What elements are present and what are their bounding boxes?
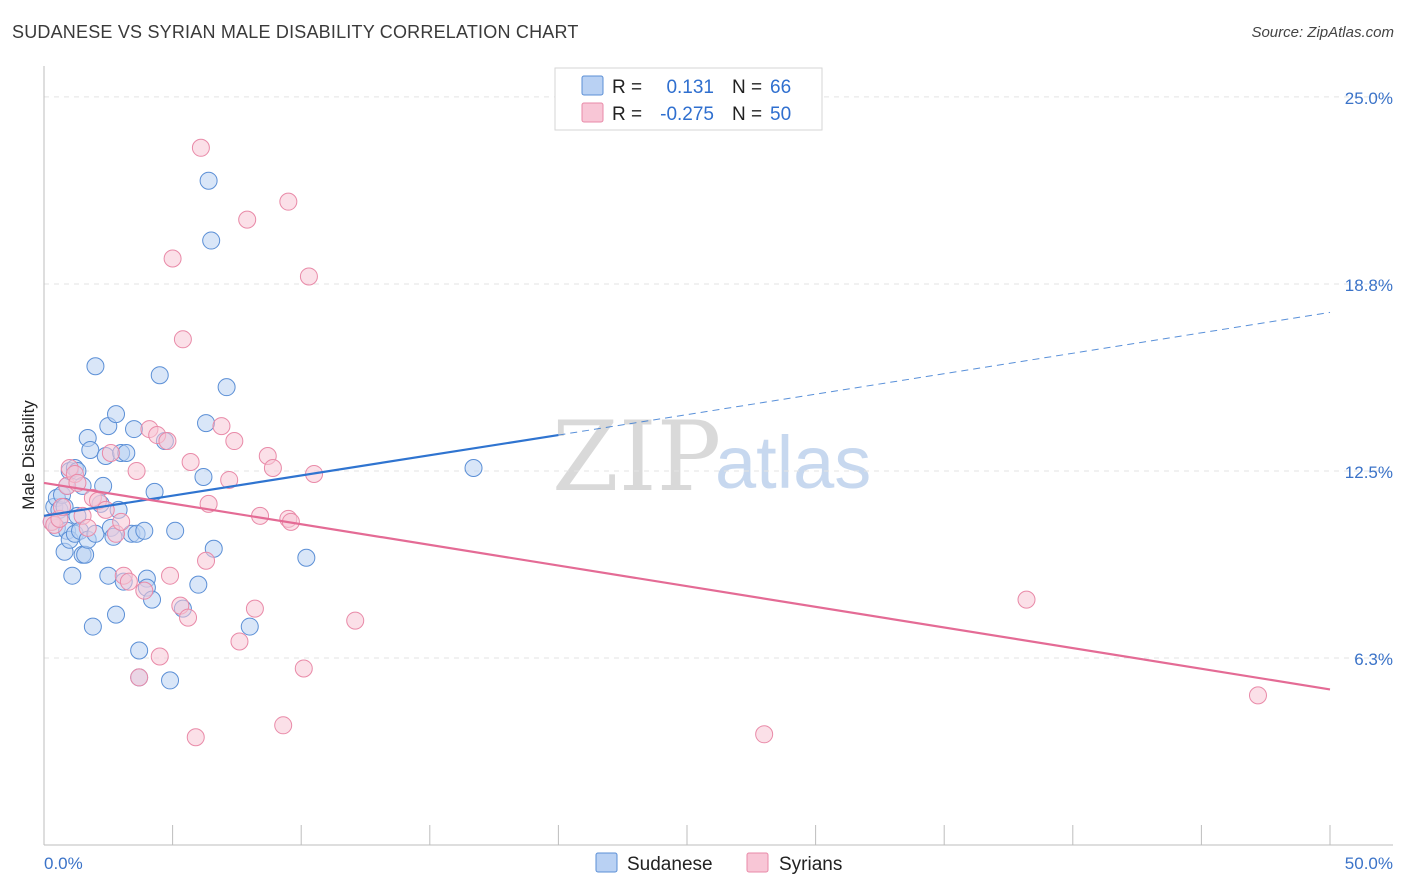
sudanese-point — [63, 566, 82, 585]
syrians-point — [279, 192, 298, 211]
chart-title: SUDANESE VS SYRIAN MALE DISABILITY CORRE… — [12, 22, 579, 42]
x-tick-labels: 0.0% 50.0% — [44, 854, 1393, 873]
watermark-atlas: atlas — [715, 421, 871, 504]
y-tick-label: 25.0% — [1345, 89, 1393, 108]
sudanese-point — [189, 575, 208, 594]
syrians-point — [274, 716, 293, 735]
syrians-point — [53, 497, 72, 516]
sudanese-point — [130, 641, 149, 660]
syrians-point — [181, 452, 200, 471]
syrians-point — [158, 432, 177, 451]
legend-swatch-syrians — [581, 102, 604, 123]
sudanese-trendline — [43, 433, 559, 517]
sudanese-point — [161, 671, 180, 690]
syrians-point — [127, 461, 146, 480]
syrians-point — [346, 611, 365, 630]
syrians-point — [1017, 590, 1036, 609]
sudanese-point — [99, 566, 118, 585]
syrians-point — [101, 444, 120, 463]
syrians-point — [135, 581, 154, 600]
syrians-points — [42, 138, 1267, 747]
sudanese-point — [125, 420, 144, 439]
sudanese-point — [107, 605, 126, 624]
syrians-point — [294, 659, 313, 678]
sudanese-point — [107, 405, 126, 424]
sudanese-point — [86, 357, 105, 376]
syrians-point — [197, 551, 216, 570]
y-axis-title: Male Disability — [19, 400, 38, 510]
syrians-point — [245, 599, 264, 618]
watermark-zip: ZIP — [552, 401, 721, 513]
watermark: ZIP atlas — [552, 401, 871, 513]
syrians-trendline — [43, 481, 1331, 691]
legend-r-value-syrians: -0.275 — [660, 104, 714, 125]
x-tick-label-max: 50.0% — [1345, 854, 1393, 873]
legend-n-label-syrians: N = — [732, 104, 762, 125]
syrians-point — [161, 566, 180, 585]
legend-swatch-sudanese — [581, 75, 604, 96]
sudanese-point — [194, 467, 213, 486]
syrians-point — [1248, 686, 1267, 705]
sudanese-point — [76, 545, 95, 564]
legend-n-label-sudanese: N = — [732, 77, 762, 98]
sudanese-point — [197, 414, 216, 433]
legend-bottom-swatch-sudanese — [595, 852, 618, 873]
trendlines — [43, 311, 1331, 691]
sudanese-point — [199, 171, 218, 190]
sudanese-point — [240, 617, 259, 636]
syrians-point — [179, 608, 198, 627]
syrians-point — [238, 210, 257, 229]
sudanese-point — [464, 458, 483, 477]
syrians-point — [299, 267, 318, 286]
sudanese-point — [135, 521, 154, 540]
x-tick-label-min: 0.0% — [44, 854, 83, 873]
y-tick-label: 6.3% — [1354, 650, 1393, 669]
y-tick-labels: 25.0% 18.8% 12.5% 6.3% — [1345, 89, 1393, 669]
axes — [43, 66, 1393, 846]
gridlines — [44, 96, 1393, 659]
legend-n-value-sudanese: 66 — [770, 77, 791, 98]
syrians-point — [263, 458, 282, 477]
legend-bottom-label-syrians: Syrians — [779, 854, 842, 875]
legend-r-value-sudanese: 0.131 — [666, 77, 714, 98]
syrians-point — [119, 572, 138, 591]
sudanese-point — [166, 521, 185, 540]
syrians-point — [186, 728, 205, 747]
sudanese-point — [202, 231, 221, 250]
syrians-point — [173, 330, 192, 349]
y-tick-label: 12.5% — [1345, 463, 1393, 482]
legend-bottom-swatch-syrians — [746, 852, 769, 873]
syrians-point — [96, 500, 115, 519]
sudanese-trendline-extension — [558, 311, 1331, 436]
legend-n-value-syrians: 50 — [770, 104, 791, 125]
legend-r-label-syrians: R = — [612, 104, 642, 125]
sudanese-point — [83, 617, 102, 636]
syrians-point — [78, 518, 97, 537]
syrians-point — [212, 417, 231, 436]
sudanese-point — [150, 366, 169, 385]
syrians-point — [112, 512, 131, 531]
y-tick-label: 18.8% — [1345, 276, 1393, 295]
sudanese-point — [217, 378, 236, 397]
series-legend: Sudanese Syrians — [595, 852, 842, 875]
sudanese-point — [297, 548, 316, 567]
legend-r-label-sudanese: R = — [612, 77, 642, 98]
syrians-point — [755, 725, 774, 744]
sudanese-point — [117, 444, 136, 463]
sudanese-point — [81, 441, 100, 460]
syrians-point — [230, 632, 249, 651]
source-credit: Source: ZipAtlas.com — [1251, 24, 1394, 41]
syrians-point — [191, 138, 210, 157]
syrians-point — [150, 647, 169, 666]
syrians-point — [225, 432, 244, 451]
correlation-legend: R = 0.131 N = 66 R = -0.275 N = 50 — [554, 67, 823, 131]
syrians-point — [163, 249, 182, 268]
legend-bottom-label-sudanese: Sudanese — [627, 854, 713, 875]
syrians-point — [130, 668, 149, 687]
syrians-point — [220, 470, 239, 489]
